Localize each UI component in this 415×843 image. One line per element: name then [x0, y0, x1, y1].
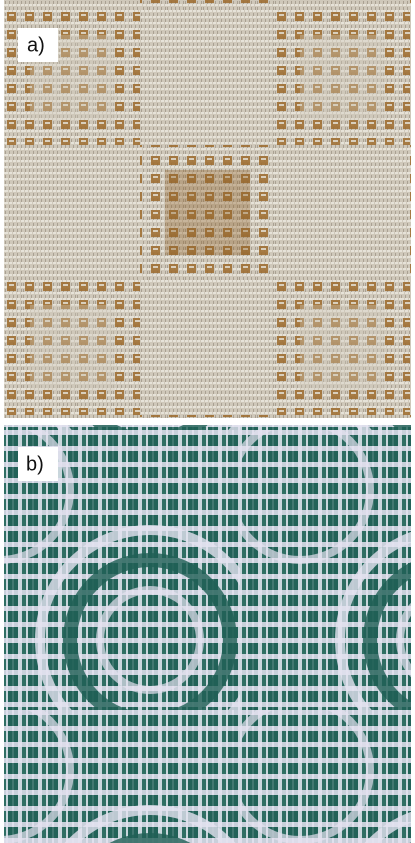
label-box — [18, 28, 58, 62]
fabric-image-a — [4, 0, 411, 418]
panel-label: a) — [27, 34, 45, 56]
panel-b: b) — [4, 425, 411, 843]
fabric-image-b — [4, 425, 411, 843]
panel-label: b) — [26, 453, 44, 475]
panel-a: a) — [4, 0, 411, 418]
label-box — [18, 447, 58, 481]
